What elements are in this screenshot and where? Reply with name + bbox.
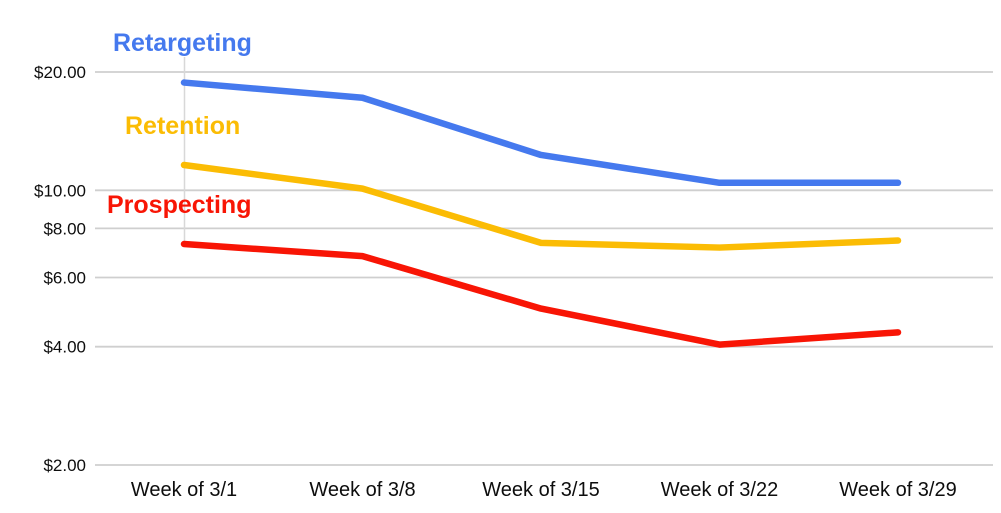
series-label-retention: Retention — [125, 112, 240, 140]
y-axis-tick-label: $10.00 — [34, 181, 86, 200]
y-axis-tick-label: $20.00 — [34, 63, 86, 82]
y-axis-tick-label: $6.00 — [43, 268, 86, 287]
x-axis-tick-label: Week of 3/8 — [309, 479, 415, 501]
y-axis-tick-label: $4.00 — [43, 338, 86, 357]
series-label-prospecting: Prospecting — [107, 191, 251, 219]
x-axis-tick-label: Week of 3/1 — [131, 479, 237, 501]
x-axis-tick-label: Week of 3/22 — [661, 479, 778, 501]
x-axis-tick-label: Week of 3/15 — [482, 479, 599, 501]
series-line-retargeting — [180, 79, 902, 187]
x-axis-tick-label: Week of 3/29 — [839, 479, 956, 501]
series-line-retention — [180, 161, 902, 251]
y-axis-tick-label: $8.00 — [43, 219, 86, 238]
series-line-prospecting — [180, 240, 902, 348]
y-axis-tick-label: $2.00 — [43, 456, 86, 475]
series-label-retargeting: Retargeting — [113, 29, 252, 57]
